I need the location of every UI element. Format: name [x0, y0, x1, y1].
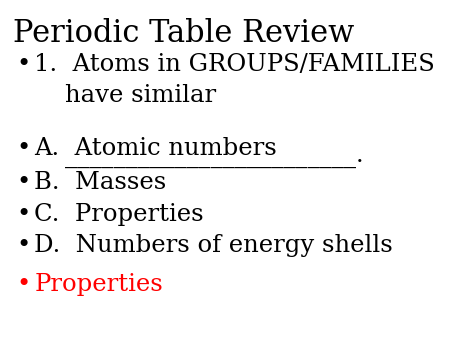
Text: A.  Atomic numbers: A. Atomic numbers — [34, 137, 277, 160]
Text: C.  Properties: C. Properties — [34, 202, 204, 225]
Text: •: • — [16, 171, 30, 194]
Text: Properties: Properties — [34, 273, 163, 296]
Text: 1.  Atoms in GROUPS/FAMILIES
    have similar

    ________________________.: 1. Atoms in GROUPS/FAMILIES have similar… — [34, 53, 435, 168]
Text: Periodic Table Review: Periodic Table Review — [13, 18, 354, 49]
Text: •: • — [16, 273, 30, 296]
Text: •: • — [16, 202, 30, 225]
Text: •: • — [16, 53, 30, 76]
Text: •: • — [16, 137, 30, 160]
Text: D.  Numbers of energy shells: D. Numbers of energy shells — [34, 234, 393, 257]
Text: B.  Masses: B. Masses — [34, 171, 166, 194]
Text: •: • — [16, 234, 30, 257]
